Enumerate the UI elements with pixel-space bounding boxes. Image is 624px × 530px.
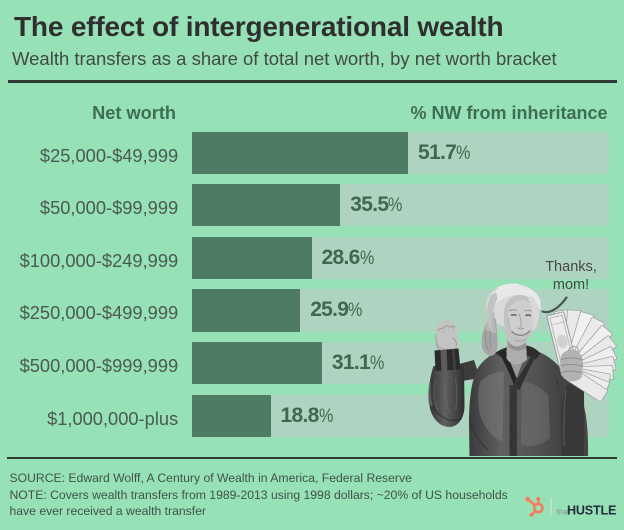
svg-text:the: the <box>557 506 569 516</box>
svg-text:HUSTLE: HUSTLE <box>567 503 616 517</box>
